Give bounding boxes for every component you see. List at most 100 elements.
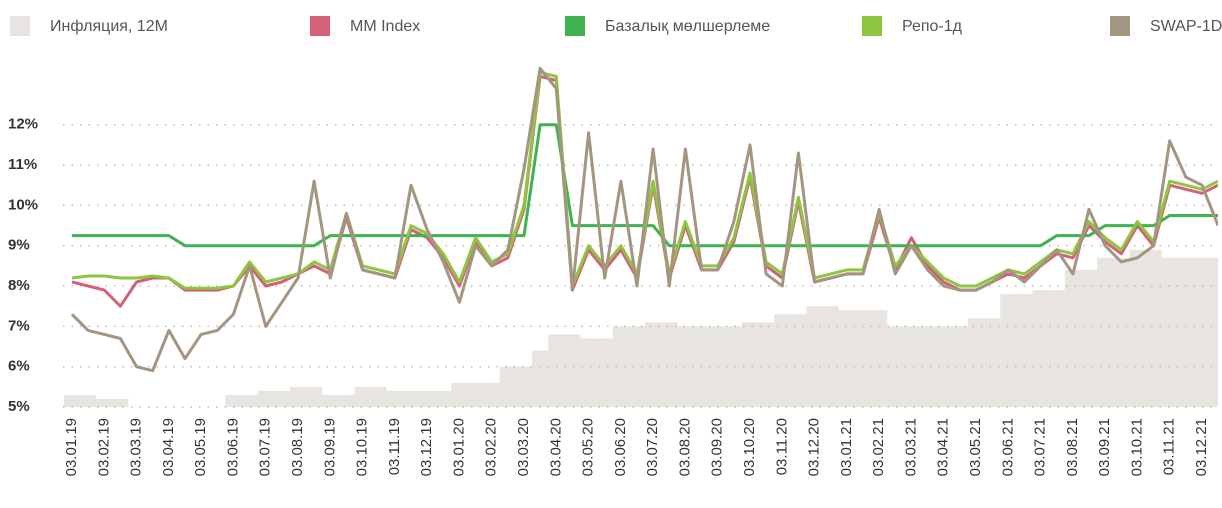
area-step (1097, 257, 1114, 407)
area-step (628, 326, 646, 407)
legend-label: SWAP-1D (1150, 18, 1222, 35)
x-tick-label: 03.01.20 (450, 418, 467, 476)
area-step (580, 338, 597, 407)
legend-label: Репо-1д (902, 18, 963, 35)
area-step (225, 394, 242, 407)
legend-swatch (862, 16, 882, 36)
area-step (1193, 257, 1211, 407)
area-step (725, 326, 742, 407)
area-step (887, 326, 904, 407)
area-step (96, 398, 113, 407)
area-step (1161, 257, 1178, 407)
area-step (919, 326, 936, 407)
area-step (871, 310, 888, 407)
area-step (1000, 294, 1017, 407)
area-step (306, 386, 323, 407)
area-step (435, 390, 452, 407)
area-step (1032, 290, 1049, 407)
x-tick-label: 03.08.21 (1064, 418, 1081, 476)
area-step (951, 326, 968, 407)
x-tick-label: 03.01.21 (838, 418, 855, 476)
area-step (1016, 294, 1033, 407)
area-step (80, 394, 97, 407)
area-step (806, 306, 823, 407)
area-step (741, 322, 759, 407)
x-tick-label: 03.08.20 (676, 418, 693, 476)
area-step (112, 398, 129, 407)
area-step (1129, 249, 1146, 407)
area-step (451, 382, 468, 407)
area-step (1113, 257, 1130, 407)
x-tick-label: 03.04.21 (935, 418, 952, 476)
area-step (1145, 249, 1162, 407)
y-tick-label: 9% (8, 237, 30, 254)
area-step (483, 382, 500, 407)
area-step (596, 338, 613, 407)
area-step (1080, 269, 1098, 407)
x-tick-label: 03.12.21 (1193, 418, 1210, 476)
y-tick-label: 6% (8, 358, 30, 375)
y-tick-label: 10% (8, 196, 38, 213)
area-step (241, 394, 258, 407)
y-tick-label: 8% (8, 277, 30, 294)
y-tick-label: 11% (8, 156, 37, 173)
x-tick-label: 03.11.19 (386, 418, 403, 475)
x-tick-label: 03.11.20 (773, 418, 790, 475)
area-step (1210, 257, 1218, 407)
x-tick-label: 03.09.19 (321, 418, 338, 476)
area-step (499, 366, 516, 407)
area-step (774, 314, 791, 407)
legend-swatch (10, 16, 30, 36)
x-tick-label: 03.06.19 (224, 418, 241, 476)
x-tick-label: 03.09.20 (709, 418, 726, 476)
x-tick-label: 03.05.20 (580, 418, 597, 476)
area-step (967, 318, 985, 407)
area-step (402, 390, 420, 407)
y-tick-label: 7% (8, 317, 30, 334)
area-step (758, 322, 775, 407)
x-tick-label: 03.09.21 (1096, 418, 1113, 476)
x-tick-label: 03.03.20 (515, 418, 532, 476)
area-step (984, 318, 1001, 407)
area-step (63, 394, 81, 407)
x-tick-label: 03.07.19 (257, 418, 274, 476)
x-tick-label: 03.03.21 (902, 418, 919, 476)
area-step (515, 366, 533, 407)
area-step (370, 386, 387, 407)
x-tick-label: 03.10.20 (741, 418, 758, 476)
x-tick-label: 03.11.21 (1161, 418, 1178, 475)
x-tick-label: 03.02.20 (483, 418, 500, 476)
area-step (419, 390, 436, 407)
area-step (273, 390, 290, 407)
x-tick-label: 03.12.20 (806, 418, 823, 476)
area-step (1064, 269, 1081, 407)
x-tick-label: 03.07.20 (644, 418, 661, 476)
x-tick-label: 03.10.19 (354, 418, 371, 476)
area-step (548, 334, 565, 407)
series-line (71, 70, 1218, 290)
area-step (677, 326, 694, 407)
area-step (1048, 290, 1065, 407)
x-tick-label: 03.03.19 (128, 418, 145, 476)
x-tick-label: 03.10.21 (1128, 418, 1145, 476)
x-tick-label: 03.01.19 (63, 418, 80, 476)
x-tick-label: 03.05.21 (967, 418, 984, 476)
area-step (935, 326, 952, 407)
area-step (322, 394, 339, 407)
area-step (257, 390, 274, 407)
legend-label: Инфляция, 12М (50, 18, 168, 35)
y-tick-label: 12% (8, 116, 38, 133)
area-step (564, 334, 581, 407)
legend-swatch (565, 16, 585, 36)
area-step (838, 310, 855, 407)
x-tick-label: 03.06.21 (999, 418, 1016, 476)
legend-swatch (310, 16, 330, 36)
area-step (645, 322, 662, 407)
legend-swatch (1110, 16, 1130, 36)
legend-label: Базалық мөлшерлеме (605, 18, 770, 35)
x-tick-label: 03.06.20 (612, 418, 629, 476)
area-step (854, 310, 872, 407)
area-step (532, 350, 549, 407)
y-tick-label: 5% (8, 398, 30, 415)
area-step (612, 326, 629, 407)
